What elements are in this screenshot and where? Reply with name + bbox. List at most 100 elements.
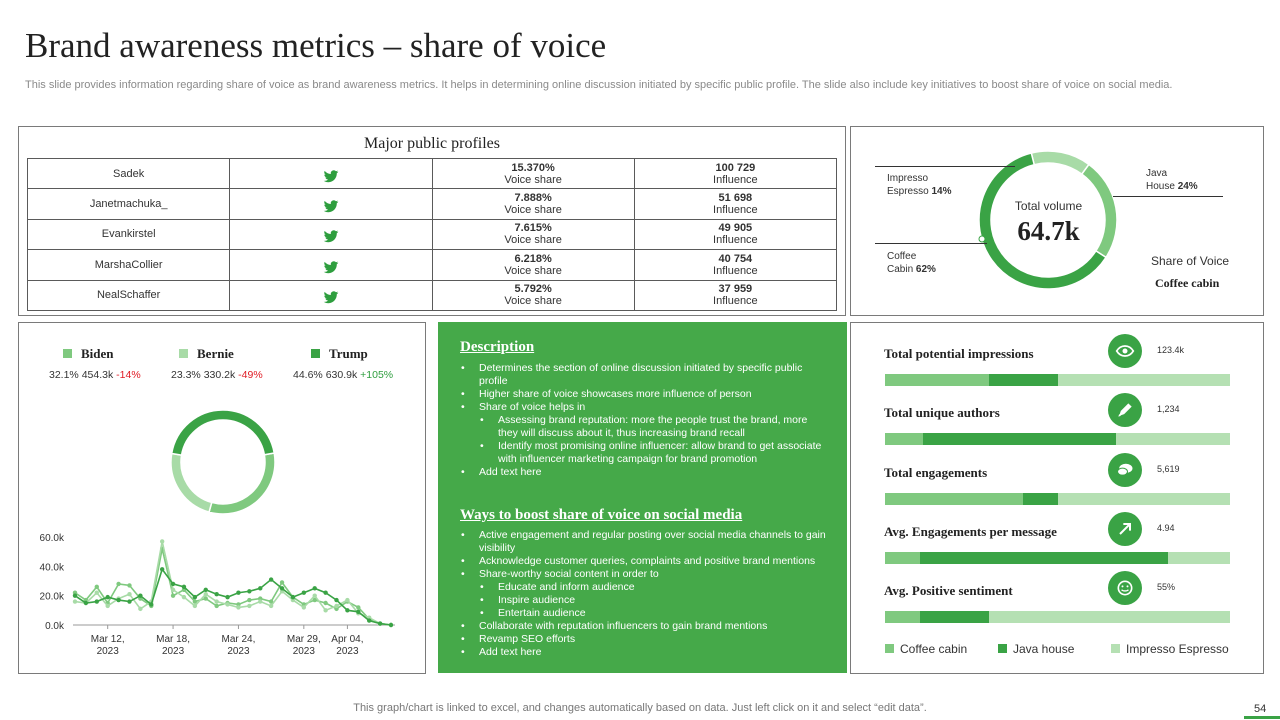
point-biden [94,584,99,590]
x-tick-year: 2023 [227,646,250,657]
metric-value: 55% [1157,582,1176,593]
profile-row: Sadek 15.370% Voice share 100 729 Influence [26,157,838,190]
donut-slice-impresso [1030,150,1090,176]
impresso-leader [875,166,1015,167]
bullet-item: Share-worthy social content in order to [460,568,832,581]
bullet-item: Active engagement and regular posting ov… [460,529,832,555]
profile-influence: 100 729 Influence [633,157,838,190]
legend-swatch [179,349,188,358]
point-trump [181,584,187,590]
metric-bar [885,611,1230,624]
metric-value: 123.4k [1157,345,1185,355]
x-tick-year: 2023 [293,646,316,657]
point-biden [170,593,176,598]
bullet-item: Add text here [460,466,828,479]
bullet-item: Acknowledge customer queries, complaints… [460,555,832,568]
metric-icon-circle [1108,334,1142,368]
point-trump [116,597,121,603]
profile-influence: 51 698 Influence [633,188,838,220]
bullet-item: Share of voice helps in [460,401,828,414]
bar-segment-coffee-cabin [885,551,920,564]
bullet-item: Assessing brand reputation: more the peo… [460,414,828,440]
point-bernie [192,603,198,609]
metric-label: Total potential impressions [884,346,1034,361]
point-bernie [334,603,339,609]
point-bernie [203,592,208,597]
coffee-leader [875,243,987,244]
point-biden [356,605,361,610]
coffee-label: Coffee Cabin 62% [887,251,936,275]
metric-value: 1,234 [1157,404,1180,415]
voice-share-value: 5.792% [514,283,552,296]
point-trump [203,587,208,592]
description-panel: Description Determines the section of on… [438,322,847,673]
chat-icon [1117,463,1133,476]
y-tick-label: 60.0k [40,533,65,544]
bullet-item: Identify most promising online influence… [460,440,828,466]
point-bernie [105,603,110,609]
x-tick-year: 2023 [162,646,185,657]
profile-voice-share: 5.792% Voice share [431,279,635,311]
metric-bar [885,374,1230,386]
point-bernie [138,606,143,612]
stat-count: 454.3k [81,369,114,381]
x-tick-label: Mar 29, 2023 [287,634,321,657]
profile-voice-share: 15.370% Voice share [431,157,635,190]
point-trump [236,590,241,595]
point-biden [214,603,219,609]
point-bernie [345,597,350,603]
x-tick-label: Mar 24, 2023 [221,634,255,657]
slide-title: Brand awareness metrics – share of voice [25,26,607,65]
bar-segment-java-house [988,374,1058,386]
bar-segment-impresso-espresso [1116,433,1230,446]
point-trump [268,577,274,582]
point-bernie [72,599,78,604]
profile-row: MarshaCollier 6.218% Voice share 40 754 Infl… [26,249,838,281]
metric-label: Avg. Positive sentiment [884,583,1013,599]
stat-change: +105% [360,369,394,381]
x-tick-month: Mar 29, [287,634,321,645]
point-trump [247,589,252,594]
influence-label: Influence [713,234,758,247]
profile-name: Janetmachuka_ [26,188,231,220]
voice-share-value: 7.888% [514,192,552,205]
point-trump [301,590,307,595]
legend-trump: Trump [311,346,368,362]
profile-voice-share: 7.888% Voice share [431,188,635,220]
profile-platform [229,188,433,220]
legend-swatch [63,349,72,358]
smiley-icon [1117,580,1133,596]
metric-label: Avg. Engagements per message [884,523,1057,539]
point-trump [138,593,143,598]
stat-pct: 23.3% [171,369,201,381]
profile-influence: 49 905 Influence [633,218,838,251]
page-number-underline [1244,716,1280,719]
influence-value: 40 754 [718,252,753,265]
bullet-item: Higher share of voice showcases more inf… [460,388,828,401]
bar-segment-coffee-cabin [885,374,989,386]
profile-platform [229,157,433,190]
footer-note: This graph/chart is linked to excel, and… [353,702,927,714]
twitter-icon [323,230,339,243]
voice-share-label: Voice share [504,234,562,247]
impresso-label: Impresso Espresso 14% [887,173,952,197]
x-tick-label: Mar 18, 2023 [156,634,190,657]
legend-swatch [311,349,320,358]
donut-slice-coffee [978,152,1108,290]
volume-center-value: 64.7k [1017,216,1080,246]
bar-segment-java-house [919,611,989,624]
point-biden [268,599,274,604]
profile-influence: 37 959 Influence [633,279,838,311]
influence-label: Influence [713,173,758,186]
influence-value: 100 729 [715,161,756,174]
description-heading: Description [460,339,535,355]
profile-platform [229,249,433,281]
voice-share-label: Voice share [504,204,562,217]
metric-bar [885,551,1230,564]
legend-label: Biden [81,346,114,361]
point-biden [247,597,252,603]
stat-pct: 32.1% [49,369,79,381]
volume-panel: Total volume 64.7k Impresso Espresso 14%… [850,126,1264,316]
stat-count: 330.2k [203,369,236,381]
